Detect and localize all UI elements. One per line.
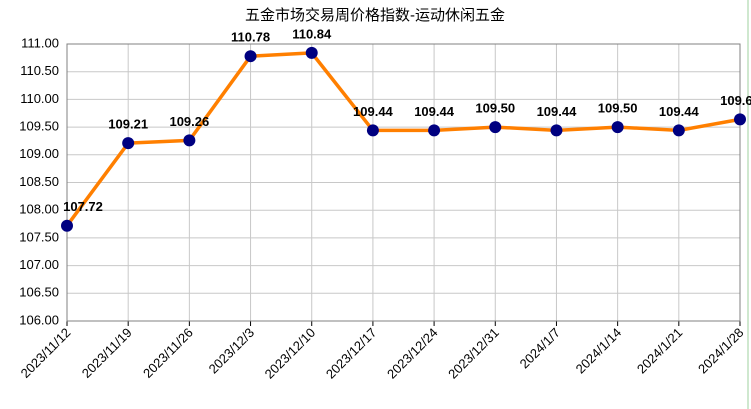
data-label: 109.50 — [598, 101, 638, 116]
marker — [122, 137, 135, 150]
marker — [489, 121, 502, 134]
marker — [734, 113, 746, 126]
line — [65, 51, 741, 227]
marker — [672, 124, 685, 137]
data-label: 109.64 — [720, 93, 751, 108]
y-tick-label: 109.50 — [19, 119, 59, 134]
marker — [183, 134, 196, 147]
plot-area — [66, 43, 741, 322]
y-tick-label: 107.00 — [19, 257, 59, 272]
data-label: 109.44 — [414, 104, 455, 119]
y-tick-label: 108.50 — [19, 174, 59, 189]
marker — [305, 46, 318, 59]
marker — [366, 124, 379, 137]
data-label: 107.72 — [63, 199, 103, 214]
marker — [550, 124, 563, 137]
marker — [61, 219, 73, 232]
data-label: 109.44 — [353, 104, 394, 119]
data-label: 109.44 — [659, 104, 700, 119]
data-label: 109.44 — [537, 104, 578, 119]
y-tick-label: 110.00 — [20, 91, 59, 106]
data-label: 110.84 — [292, 26, 332, 41]
marker — [611, 121, 624, 134]
marker — [244, 50, 257, 63]
y-tick-label: 111.00 — [21, 35, 59, 50]
data-label: 109.50 — [475, 101, 515, 116]
data-label: 109.21 — [108, 117, 148, 132]
data-label: 109.26 — [169, 114, 209, 129]
y-tick-label: 106.00 — [19, 312, 59, 327]
y-tick-label: 110.50 — [20, 63, 59, 78]
y-tick-label: 108.00 — [19, 202, 59, 217]
y-tick-label: 109.00 — [19, 146, 59, 161]
data-label: 110.78 — [231, 30, 270, 45]
y-tick-label: 106.50 — [19, 285, 59, 300]
marker — [428, 124, 441, 137]
y-tick-label: 107.50 — [19, 229, 59, 244]
chart-title: 五金市场交易周价格指数-运动休闲五金 — [245, 6, 505, 24]
